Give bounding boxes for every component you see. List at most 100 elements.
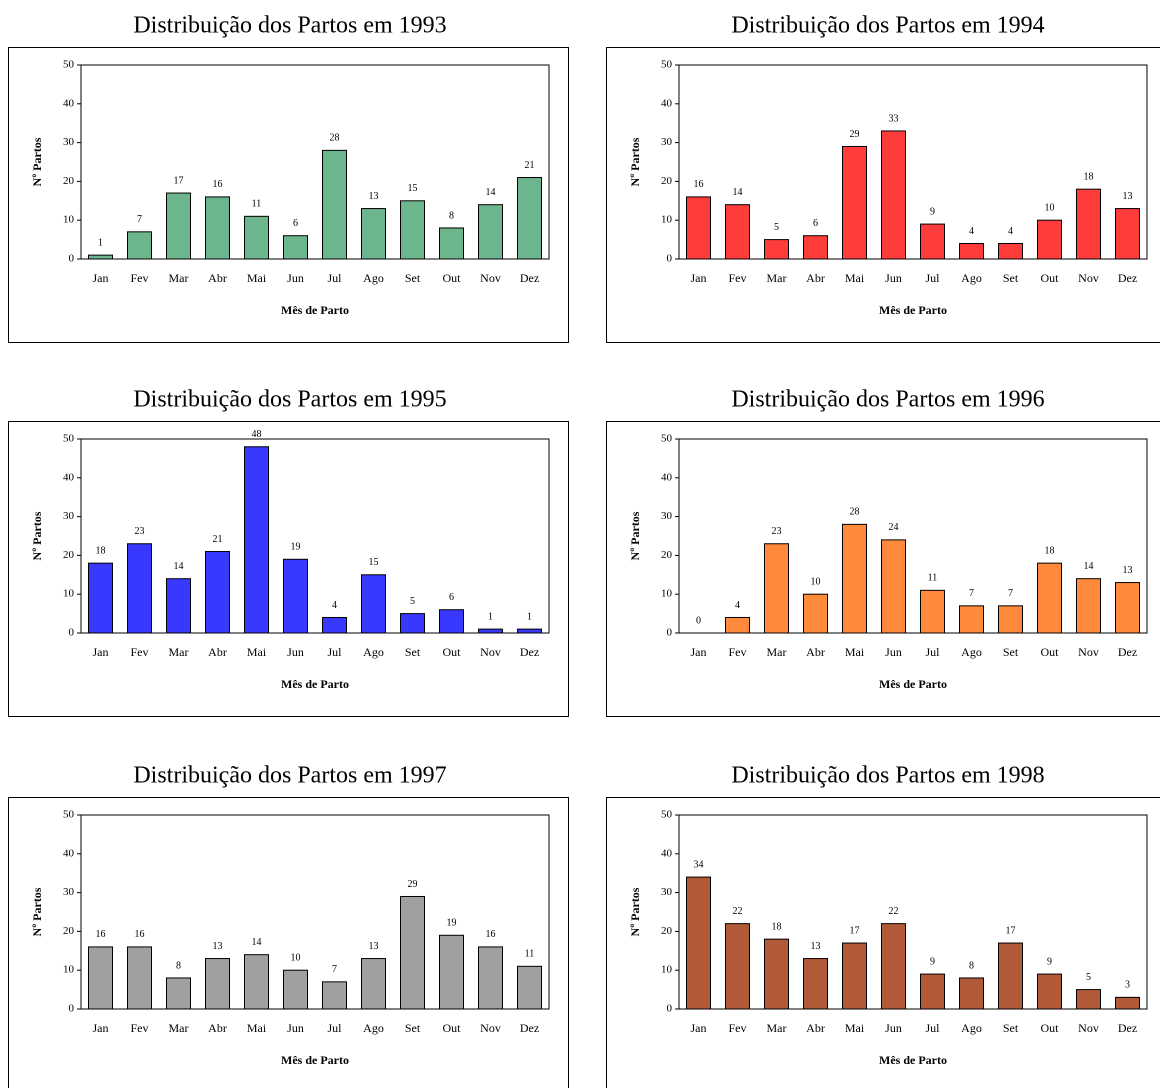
bar — [517, 177, 542, 260]
data-label: 3 — [1125, 980, 1130, 991]
bar — [88, 562, 113, 634]
bar — [842, 145, 867, 260]
data-label: 34 — [694, 859, 704, 870]
bar — [842, 523, 867, 634]
x-tick-label: Jun — [287, 645, 304, 659]
data-label: 14 — [252, 937, 262, 948]
y-tick-label: 0 — [667, 253, 673, 265]
bar — [127, 543, 152, 634]
bar — [322, 149, 347, 260]
chart: 0102030405018Jan23Fev14Mar21Abr48Mai19Ju… — [8, 421, 569, 717]
data-label: 0 — [696, 615, 701, 626]
y-tick-label: 10 — [63, 964, 75, 976]
data-label: 29 — [408, 879, 418, 890]
x-tick-label: Set — [405, 645, 421, 659]
bar — [361, 958, 386, 1010]
bar — [881, 539, 906, 634]
bar — [1076, 989, 1101, 1010]
data-label: 13 — [1123, 191, 1133, 202]
data-label: 7 — [969, 588, 974, 599]
data-label: 4 — [1008, 226, 1013, 237]
data-label: 18 — [96, 545, 106, 556]
bar — [400, 200, 425, 260]
chart: 0 10 20 30 40 50 16 Jan 16 Fev 8 Mar 13 Abr 14 Mai 10 Jun… — [8, 797, 569, 1088]
plot-area — [678, 438, 1148, 634]
y-tick-label: 50 — [63, 59, 75, 71]
y-tick-label: 20 — [661, 549, 673, 561]
x-tick-label: Mar — [767, 645, 787, 659]
plot-area — [678, 814, 1148, 1010]
x-tick-label: Fev — [729, 271, 747, 285]
x-tick-label: Nov — [1078, 1021, 1099, 1035]
y-tick-label: 30 — [63, 886, 75, 898]
x-tick-label: Dez — [520, 1021, 539, 1035]
data-label: 13 — [213, 941, 223, 952]
bar — [764, 239, 789, 260]
data-label: 9 — [1047, 956, 1052, 967]
data-label: 13 — [369, 191, 379, 202]
x-tick-label: Jun — [287, 271, 304, 285]
x-axis-label: Mês de Parto — [281, 1053, 349, 1067]
y-tick-label: 10 — [661, 964, 673, 976]
bar — [244, 215, 269, 260]
x-tick-label: Jan — [691, 271, 707, 285]
x-tick-label: Dez — [1118, 1021, 1137, 1035]
data-label: 11 — [252, 199, 262, 210]
chart: 0 10 20 30 40 50 16 Jan 14 Fev 5 Mar 6 Abr 29 Mai 33 Jun 9… — [606, 47, 1160, 343]
data-label: 7 — [332, 964, 337, 975]
x-tick-label: Fev — [131, 271, 149, 285]
bar — [517, 965, 542, 1010]
data-label: 11 — [928, 573, 938, 584]
x-tick-label: Mai — [247, 1021, 267, 1035]
x-tick-label: Dez — [520, 645, 539, 659]
data-label: 13 — [811, 941, 821, 952]
y-tick-label: 30 — [661, 136, 673, 148]
x-tick-label: Nov — [1078, 271, 1099, 285]
bar — [686, 876, 711, 1010]
data-label: 1 — [527, 611, 532, 622]
chart-border — [8, 47, 569, 343]
bar — [998, 242, 1023, 260]
x-tick-label: Mai — [247, 645, 267, 659]
chart: 0 10 20 30 40 50 34 Jan 22 Fev 18 Mar 13 Abr 17 Mai 22 Ju… — [606, 797, 1160, 1088]
y-tick-label: 30 — [661, 510, 673, 522]
bar — [478, 204, 503, 260]
x-tick-label: Jan — [691, 1021, 707, 1035]
bar — [361, 574, 386, 634]
y-tick-label: 20 — [63, 925, 75, 937]
data-label: 15 — [369, 557, 379, 568]
data-label: 19 — [291, 542, 301, 553]
x-tick-label: Out — [1041, 271, 1060, 285]
data-label: 16 — [135, 929, 145, 940]
x-tick-label: Fev — [131, 645, 149, 659]
y-axis-label: Nº Partos — [628, 887, 642, 936]
data-label: 14 — [1084, 561, 1094, 572]
x-tick-label: Abr — [208, 271, 227, 285]
bar — [88, 254, 113, 260]
bar — [478, 628, 503, 634]
bar — [283, 558, 308, 634]
bar — [478, 946, 503, 1010]
y-axis-label: Nº Partos — [628, 137, 642, 186]
x-tick-label: Jun — [885, 271, 902, 285]
chart-border — [8, 421, 569, 717]
plot-area — [80, 64, 550, 260]
data-label: 10 — [1045, 202, 1055, 213]
x-tick-label: Jul — [327, 271, 342, 285]
data-label: 22 — [889, 906, 899, 917]
y-axis-label: Nº Partos — [628, 511, 642, 560]
x-tick-label: Jun — [885, 1021, 902, 1035]
bar — [959, 977, 984, 1010]
data-label: 18 — [1084, 171, 1094, 182]
data-label: 23 — [135, 526, 145, 537]
data-label: 14 — [733, 187, 743, 198]
x-tick-label: Fev — [729, 1021, 747, 1035]
bar — [764, 543, 789, 634]
x-tick-label: Nov — [480, 645, 501, 659]
data-label: 16 — [486, 929, 496, 940]
x-tick-label: Mar — [767, 1021, 787, 1035]
x-tick-label: Abr — [806, 1021, 825, 1035]
data-label: 5 — [774, 222, 779, 233]
data-label: 22 — [733, 906, 743, 917]
x-tick-label: Ago — [961, 271, 982, 285]
